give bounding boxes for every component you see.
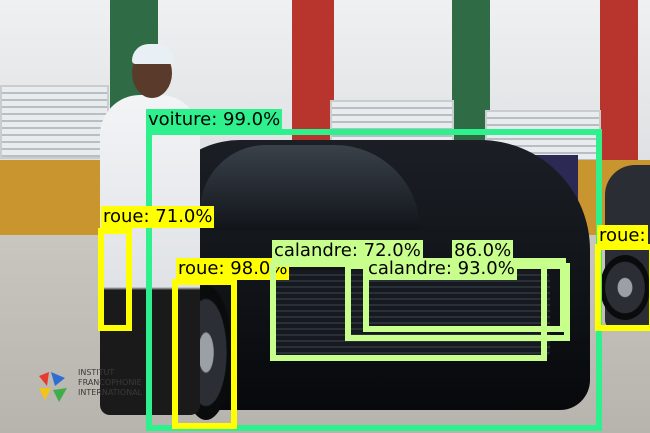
roue-front-box[interactable] <box>172 279 237 429</box>
red-stripe <box>292 0 334 165</box>
calandre-outer-label: calandre: 72.0% <box>272 240 423 262</box>
roue-right-box[interactable] <box>595 244 650 331</box>
green-stripe <box>452 0 490 165</box>
other-car-wheel <box>600 255 650 320</box>
calandre-inner-label: calandre: 93.0% <box>366 258 517 280</box>
red-stripe <box>600 0 638 165</box>
logo-text: INSTITUT FRANCOPHONIE INTERNATIONAL <box>78 368 143 397</box>
car-windshield <box>200 145 420 230</box>
roue-left-box[interactable] <box>98 228 132 331</box>
calandre-mid-label: 86.0% <box>452 240 514 262</box>
institut-francophonie-logo-icon <box>39 372 67 402</box>
voiture-label: voiture: 99.0% <box>146 109 283 131</box>
roue-right-label: roue: <box>597 225 648 247</box>
roue-left-label: roue: 71.0% <box>101 206 215 228</box>
roue-front-label: roue: 98.0% <box>176 258 290 280</box>
person-cap <box>132 44 174 64</box>
car-grille <box>275 270 550 360</box>
wall-louver <box>0 85 109 159</box>
